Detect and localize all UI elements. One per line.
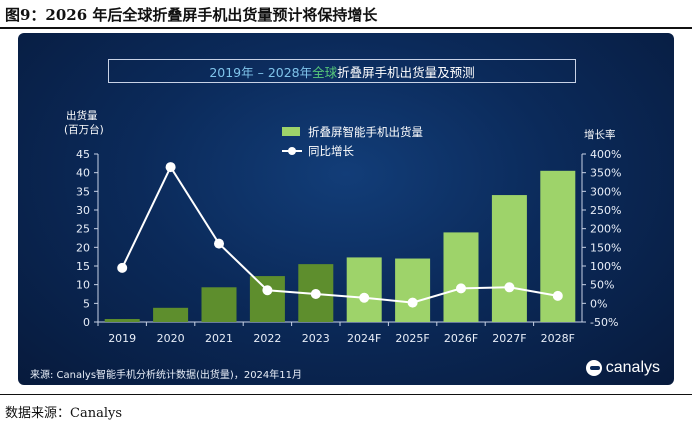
- x-tick-label: 2020: [157, 332, 185, 345]
- shipment-bar: [443, 232, 479, 322]
- y-left-tick-label: 30: [76, 204, 90, 217]
- growth-point: [165, 162, 176, 173]
- growth-point: [359, 292, 370, 303]
- bars-group: [104, 170, 576, 322]
- y-left-tick-label: 25: [76, 223, 90, 236]
- y-left-label-line2: (百万台): [64, 123, 104, 136]
- growth-point: [262, 285, 273, 296]
- chart-header-scope: 全球: [312, 64, 338, 80]
- y-right-tick-label: 100%: [590, 260, 621, 273]
- growth-point: [407, 297, 418, 308]
- y-left-tick-label: 10: [76, 279, 90, 292]
- y-right-tick-label: 50%: [590, 279, 614, 292]
- x-labels-group: 2019 2020 2021 2022 2023 2024F 2025F 2026F 2027F…: [97, 322, 575, 345]
- growth-point: [456, 283, 466, 294]
- y-left-tick-label: 0: [83, 316, 90, 329]
- x-tick-label: 2026F: [444, 332, 478, 345]
- x-tick-label: 2019: [108, 332, 136, 345]
- chart-header-subject: 折叠屏手机出货量及预测: [337, 64, 475, 80]
- chart-header: 2019年 – 2028年 全球 折叠屏手机出货量及预测: [108, 59, 576, 83]
- x-tick-label: 2024F: [347, 332, 381, 345]
- bottom-rule: [0, 394, 692, 395]
- y-left-tick-label: 45: [76, 148, 90, 161]
- y-right-tick-label: 350%: [590, 167, 621, 180]
- shipment-bar: [346, 257, 382, 322]
- x-tick-label: 2027F: [492, 332, 526, 345]
- x-tick-label: 2028F: [541, 332, 575, 345]
- figure-title: 图9：2026 年后全球折叠屏手机出货量预计将保持增长: [5, 6, 378, 24]
- y-left-tick-label: 5: [83, 297, 90, 310]
- top-rule: [0, 27, 692, 29]
- x-tick-label: 2023: [302, 332, 330, 345]
- brand-logo: canalys: [585, 359, 660, 377]
- chart-panel: 2019年 – 2028年 全球 折叠屏手机出货量及预测 出货量 (百万台) 增…: [18, 33, 674, 385]
- y-right-tick-label: 150%: [590, 241, 621, 254]
- growth-line-group: [117, 162, 563, 308]
- chart-header-period: 2019年 – 2028年: [209, 64, 313, 80]
- legend-line-label: 同比增长: [308, 144, 354, 158]
- brand-mark-icon: [585, 360, 602, 376]
- y-right-tick-label: 200%: [590, 223, 621, 236]
- y-right-tick-label: 400%: [590, 148, 621, 161]
- shipment-bar: [153, 307, 189, 322]
- y-right-tick-label: 300%: [590, 185, 621, 198]
- legend-bar-label: 折叠屏智能手机出货量: [308, 125, 423, 139]
- y-right-tick-label: -50%: [590, 316, 618, 329]
- y-left-tick-label: 20: [76, 241, 90, 254]
- y-left-label-line1: 出货量: [66, 109, 98, 122]
- growth-line: [121, 165, 558, 304]
- footer-source: 数据来源：Canalys: [5, 406, 122, 421]
- growth-point: [214, 238, 224, 249]
- y-right-tick-label: 250%: [590, 204, 621, 217]
- y-right-label: 增长率: [584, 128, 616, 141]
- y-left-tick-label: 15: [76, 260, 90, 273]
- growth-point: [552, 290, 563, 301]
- brand-name: canalys: [605, 359, 660, 376]
- x-tick-label: 2022: [253, 332, 281, 345]
- y-left-tick-label: 40: [76, 167, 90, 180]
- shipment-bar: [104, 319, 140, 322]
- chart-svg: 出货量 (百万台) 增长率 折叠屏智能手机出货量 同比增长 0510152025…: [64, 109, 621, 345]
- growth-point: [310, 289, 321, 299]
- x-tick-label: 2025F: [395, 332, 429, 345]
- y-left-tick-label: 35: [76, 185, 90, 198]
- x-tick-label: 2021: [205, 332, 233, 345]
- source-note: 来源: Canalys智能手机分析统计数据(出货量)，2024年11月: [30, 370, 303, 381]
- shipment-bar: [201, 287, 237, 322]
- shipment-bar: [395, 258, 431, 322]
- shipment-bar: [491, 195, 527, 322]
- legend-line-marker: [288, 147, 296, 155]
- y-right-tick-label: 0%: [590, 297, 607, 310]
- legend-bar-swatch: [282, 127, 300, 136]
- growth-point: [504, 282, 515, 293]
- growth-point: [117, 262, 128, 273]
- shipment-bar: [249, 276, 285, 322]
